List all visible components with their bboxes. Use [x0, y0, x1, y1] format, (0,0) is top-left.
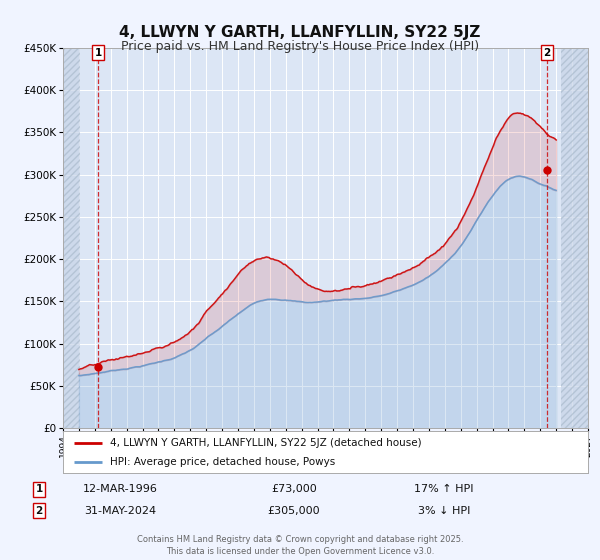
- Text: £305,000: £305,000: [268, 506, 320, 516]
- Bar: [561, 48, 588, 428]
- Text: 12-MAR-1996: 12-MAR-1996: [83, 484, 157, 494]
- Text: 4, LLWYN Y GARTH, LLANFYLLIN, SY22 5JZ (detached house): 4, LLWYN Y GARTH, LLANFYLLIN, SY22 5JZ (…: [110, 437, 422, 447]
- Text: 1: 1: [35, 484, 43, 494]
- Text: Contains HM Land Registry data © Crown copyright and database right 2025.
This d: Contains HM Land Registry data © Crown c…: [137, 535, 463, 556]
- Text: 31-MAY-2024: 31-MAY-2024: [84, 506, 156, 516]
- Text: Price paid vs. HM Land Registry's House Price Index (HPI): Price paid vs. HM Land Registry's House …: [121, 40, 479, 53]
- Text: 4, LLWYN Y GARTH, LLANFYLLIN, SY22 5JZ: 4, LLWYN Y GARTH, LLANFYLLIN, SY22 5JZ: [119, 25, 481, 40]
- Text: 3% ↓ HPI: 3% ↓ HPI: [418, 506, 470, 516]
- Text: £73,000: £73,000: [271, 484, 317, 494]
- Bar: [63, 48, 80, 428]
- Text: HPI: Average price, detached house, Powys: HPI: Average price, detached house, Powy…: [110, 457, 335, 467]
- Text: 2: 2: [544, 48, 551, 58]
- Text: 2: 2: [35, 506, 43, 516]
- Text: 1: 1: [94, 48, 101, 58]
- Text: 17% ↑ HPI: 17% ↑ HPI: [414, 484, 474, 494]
